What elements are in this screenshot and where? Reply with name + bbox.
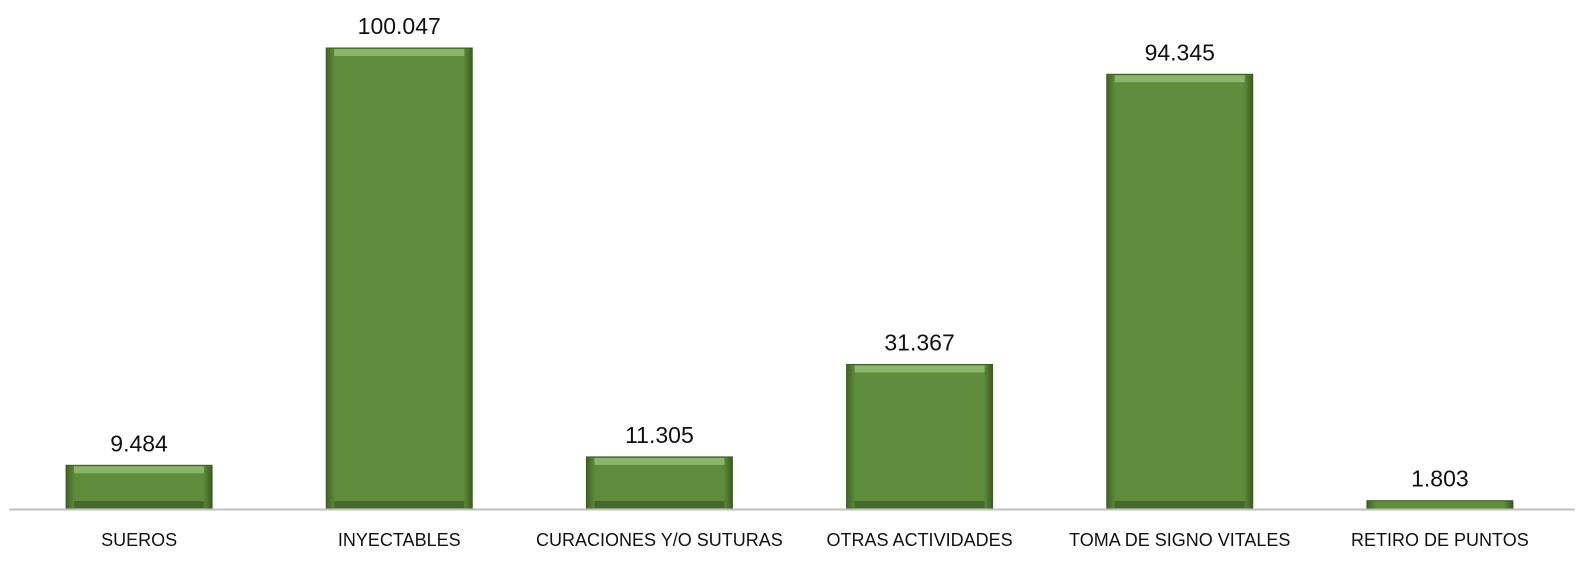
bar-bevel-bottom: [594, 501, 725, 508]
bar-bevel-top: [854, 365, 985, 373]
bar-bevel-top: [74, 466, 205, 474]
x-tick-label: SUEROS: [101, 530, 178, 550]
x-tick-label: TOMA DE SIGNO VITALES: [1069, 530, 1291, 550]
value-label: 94.345: [1145, 39, 1215, 65]
x-tick-label: INYECTABLES: [337, 530, 461, 550]
x-tick-label: RETIRO DE PUNTOS: [1351, 530, 1529, 550]
bar: [846, 363, 994, 510]
bar-bevel-top: [334, 49, 465, 56]
value-label: 31.367: [884, 329, 954, 355]
value-label: 1.803: [1411, 466, 1469, 492]
bar: [1106, 73, 1254, 510]
bar-bevel-bottom: [334, 501, 465, 508]
bar-bevel-bottom: [74, 501, 205, 508]
bar-bevel-top: [1114, 75, 1245, 83]
bar-bevel-bottom: [1114, 501, 1245, 508]
bar: [1366, 500, 1514, 510]
bar: [585, 456, 733, 510]
bar: [325, 47, 473, 510]
bar-bevel-bottom: [854, 501, 985, 508]
value-label: 11.305: [625, 422, 694, 448]
value-label: 100.047: [358, 13, 441, 39]
value-label: 9.484: [110, 430, 168, 456]
bar-bevel-top: [594, 457, 725, 465]
x-tick-label: CURACIONES Y/O SUTURAS: [536, 530, 783, 550]
x-tick-label: OTRAS ACTIVIDADES: [826, 530, 1013, 550]
